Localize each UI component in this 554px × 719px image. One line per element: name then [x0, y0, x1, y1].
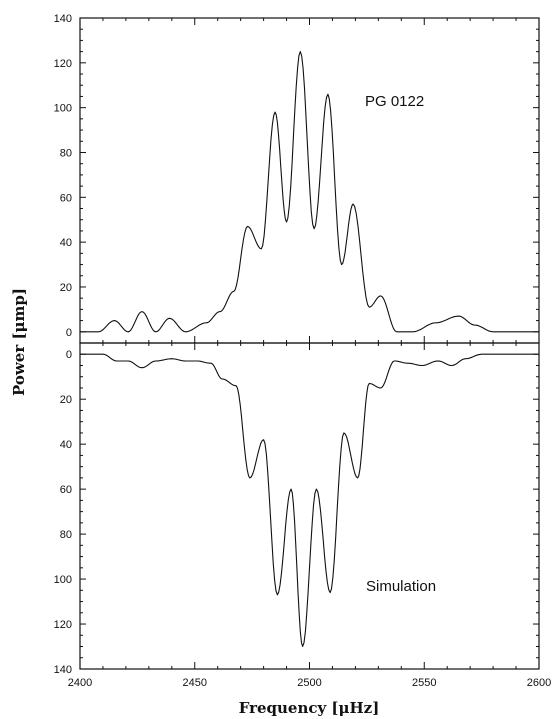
y-tick-label: 0 — [66, 349, 72, 361]
bottom-panel-frame — [79, 342, 540, 670]
x-tick-label: 2400 — [68, 677, 92, 689]
y-tick-label: 80 — [60, 147, 72, 159]
y-tick-label: 140 — [54, 13, 72, 25]
y-tick-label: 100 — [54, 574, 72, 586]
y-tick-label: 40 — [60, 439, 72, 451]
x-tick-label: 2550 — [412, 677, 436, 689]
y-tick-label: 140 — [54, 664, 72, 676]
y-tick-label: 0 — [66, 327, 72, 339]
y-tick-label: 60 — [60, 484, 72, 496]
y-tick-label: 20 — [60, 394, 72, 406]
x-tick-label: 2500 — [297, 677, 321, 689]
x-axis-title: Frequency [μHz] — [239, 699, 380, 717]
y-tick-label: 120 — [54, 58, 72, 70]
simulated-power-trace — [80, 353, 539, 648]
x-axis-ticks: 2400 2450 2500 2550 2600 — [68, 18, 551, 689]
x-tick-label: 2450 — [183, 677, 207, 689]
y-tick-label: 60 — [60, 192, 72, 204]
bottom-panel-ticks: 0 20 40 60 80 100 120 140 — [54, 349, 539, 676]
y-tick-label: 40 — [60, 237, 72, 249]
y-tick-label: 120 — [54, 619, 72, 631]
bottom-panel-annotation: Simulation — [366, 578, 436, 595]
top-panel-ticks: 0 20 40 60 80 100 120 140 — [54, 13, 539, 339]
top-panel-annotation: PG 0122 — [365, 93, 424, 110]
y-tick-label: 20 — [60, 282, 72, 294]
x-tick-label: 2600 — [527, 677, 551, 689]
observed-power-trace — [80, 51, 539, 333]
y-tick-label: 80 — [60, 529, 72, 541]
y-axis-title: Power [μmp] — [10, 288, 28, 396]
y-tick-label: 100 — [54, 103, 72, 115]
